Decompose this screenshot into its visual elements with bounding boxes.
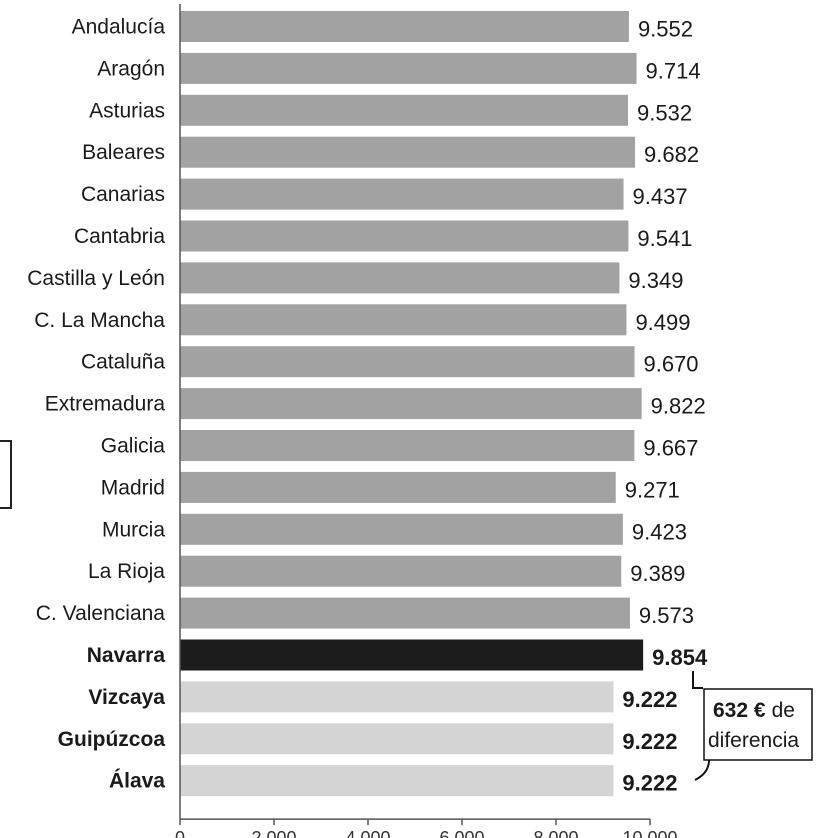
category-label-navarra: Navarra xyxy=(87,644,166,667)
category-label-andalucia: Andalucía xyxy=(72,16,166,39)
bar-cantabria xyxy=(180,220,629,252)
category-label-canarias: Canarias xyxy=(81,183,165,206)
value-label-madrid: 9.271 xyxy=(625,477,680,502)
axes-group: 0 2.000 4.000 6.000 8.000 10.000 xyxy=(175,4,678,838)
bar-extremadura xyxy=(180,388,642,420)
value-label-vizcaya: 9.222 xyxy=(622,687,677,712)
category-label-la-rioja: La Rioja xyxy=(88,560,165,583)
bar-vizcaya xyxy=(180,681,614,713)
value-label-castilla-y-leon: 9.349 xyxy=(628,268,683,293)
annotation-amount: 632 € xyxy=(713,699,766,722)
value-label-navarra: 9.854 xyxy=(652,645,708,670)
annotation-bracket-upper xyxy=(692,671,703,689)
value-label-canarias: 9.437 xyxy=(633,184,688,209)
bar-murcia xyxy=(180,513,623,545)
bar-aragon xyxy=(180,52,637,84)
category-label-madrid: Madrid xyxy=(101,476,165,499)
value-label-andalucia: 9.552 xyxy=(638,17,693,42)
bar-c-la-mancha xyxy=(180,304,627,336)
category-label-baleares: Baleares xyxy=(82,141,165,164)
value-label-galicia: 9.667 xyxy=(643,436,698,461)
value-label-aragon: 9.714 xyxy=(646,58,701,83)
x-tick-label-8000: 8.000 xyxy=(533,828,578,838)
x-tick-label-0: 0 xyxy=(175,828,185,838)
x-tick-label-4000: 4.000 xyxy=(345,828,390,838)
annotation-suffix: de xyxy=(772,699,795,722)
category-label-castilla-y-leon: Castilla y León xyxy=(27,267,165,290)
value-label-baleares: 9.682 xyxy=(644,142,699,167)
bar-baleares xyxy=(180,136,636,168)
value-label-cantabria: 9.541 xyxy=(637,226,692,251)
category-label-guipuzcoa: Guipúzcoa xyxy=(58,728,166,751)
value-label-guipuzcoa: 9.222 xyxy=(622,729,677,754)
bars-group xyxy=(180,11,644,797)
value-label-alava: 9.222 xyxy=(622,771,677,796)
bar-la-rioja xyxy=(180,555,622,587)
value-label-c-la-mancha: 9.499 xyxy=(635,310,690,335)
category-labels: Andalucía Aragón Asturias Baleares Canarias C… xyxy=(27,16,165,793)
value-label-murcia: 9.423 xyxy=(632,519,687,544)
category-label-cataluna: Cataluña xyxy=(81,351,165,374)
category-label-extremadura: Extremadura xyxy=(45,393,166,416)
x-tick-label-2000: 2.000 xyxy=(251,828,296,838)
bar-navarra xyxy=(180,639,644,671)
bar-canarias xyxy=(180,178,624,210)
bar-galicia xyxy=(180,430,635,461)
bar-andalucia xyxy=(180,11,629,42)
annotation-line-1: 632 € de xyxy=(713,699,795,722)
annotation-line-2: diferencia xyxy=(708,729,799,752)
value-label-c-valenciana: 9.573 xyxy=(639,603,694,628)
value-label-asturias: 9.532 xyxy=(637,100,692,125)
bar-asturias xyxy=(180,94,629,126)
bar-castilla-y-leon xyxy=(180,262,620,294)
bar-cataluna xyxy=(180,346,635,378)
annotation-bracket-lower xyxy=(694,759,710,781)
category-label-alava: Álava xyxy=(109,770,165,793)
bar-alava xyxy=(180,765,614,797)
category-label-aragon: Aragón xyxy=(97,57,165,80)
x-tick-label-10000: 10.000 xyxy=(622,828,677,838)
bar-guipuzcoa xyxy=(180,723,614,755)
value-label-cataluna: 9.670 xyxy=(643,352,698,377)
value-label-la-rioja: 9.389 xyxy=(630,561,685,586)
category-label-asturias: Asturias xyxy=(89,99,165,122)
value-label-extremadura: 9.822 xyxy=(651,394,706,419)
category-label-vizcaya: Vizcaya xyxy=(88,686,165,709)
category-label-murcia: Murcia xyxy=(102,518,165,541)
partial-frame-mark xyxy=(0,440,12,509)
bar-madrid xyxy=(180,471,616,503)
category-label-c-valenciana: C. Valenciana xyxy=(36,602,166,625)
annotation-box xyxy=(703,688,813,761)
difference-annotation: 632 € de diferencia xyxy=(692,671,813,781)
x-tick-label-6000: 6.000 xyxy=(439,828,484,838)
category-label-c-la-mancha: C. La Mancha xyxy=(34,309,165,332)
category-label-galicia: Galicia xyxy=(101,435,166,458)
bar-c-valenciana xyxy=(180,597,630,629)
category-label-cantabria: Cantabria xyxy=(74,225,165,248)
value-labels: 9.552 9.714 9.532 9.682 9.437 9.541 9.349 9.499… xyxy=(622,17,708,796)
